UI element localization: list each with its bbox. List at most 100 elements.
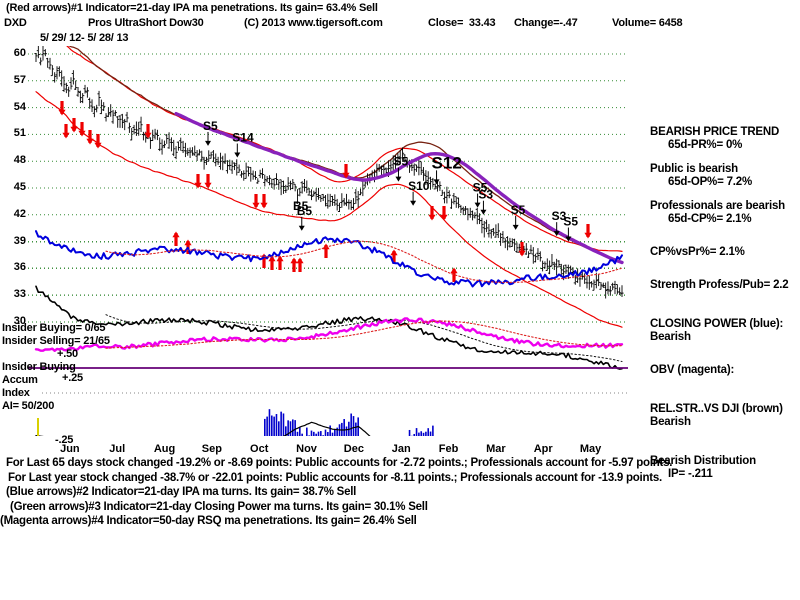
sell-arrow-head <box>584 232 592 239</box>
rel-strength-title: REL.STR..VS DJI (brown) <box>650 403 783 415</box>
signal-label-pointer-head <box>205 140 212 146</box>
month-label-jan: Jan <box>391 443 411 455</box>
signal-label: S12 <box>432 153 462 172</box>
purple-ma-group <box>174 111 624 265</box>
security-name: Pros UltraShort Dow30 <box>88 17 204 29</box>
brown-ma-group <box>68 46 623 263</box>
signal-label: S5 <box>473 181 488 195</box>
public-value: 65d-OP%= 7.2% <box>668 176 753 188</box>
accumulation-index-histogram <box>35 409 434 436</box>
month-label-jun: Jun <box>60 443 80 455</box>
signal-label: S5 <box>203 119 218 133</box>
distribution-value: IP= -.211 <box>668 468 713 480</box>
closing-power-line <box>35 230 623 288</box>
rel-strength-ma <box>105 314 623 362</box>
price-axis-tick: 57 <box>13 73 26 86</box>
buy-arrow-head <box>268 255 276 262</box>
footer-65day-summary: For Last 65 days stock changed -19.2% or… <box>6 457 673 469</box>
month-label-may: May <box>579 443 602 455</box>
signal-label: S5 <box>563 215 578 229</box>
obv-line <box>34 317 624 352</box>
month-label-aug: Aug <box>153 443 176 455</box>
analysis-panel: BEARISH PRICE TREND 65d-PR%= 0% Public i… <box>650 126 800 481</box>
signal-label-pointer-head <box>553 231 560 237</box>
copyright-notice: (C) 2013 www.tigersoft.com <box>244 17 383 29</box>
ai-value: AI= 50/200 <box>2 400 55 412</box>
sell-arrow-head <box>58 109 66 116</box>
insider-buying-count: Insider Buying= 0/65 <box>2 322 106 334</box>
insider-buying-label: Insider Buying <box>2 361 76 373</box>
buy-arrow-head <box>296 257 304 264</box>
closing-power-title: CLOSING POWER (blue): <box>650 318 784 330</box>
strength-profess-pub: Strength Profess/Pub= 2.2 <box>650 279 789 291</box>
signal-label-pointer-head <box>234 152 241 158</box>
gridlines-group <box>28 53 628 394</box>
sell-arrow-head <box>78 130 86 137</box>
signal-label-pointer-head <box>298 225 305 231</box>
footer-notes: For Last 65 days stock changed -19.2% or… <box>0 456 800 529</box>
price-axis-tick: 48 <box>13 154 26 167</box>
signal-label-pointer-head <box>565 236 572 242</box>
sell-arrow-head <box>62 132 70 139</box>
insider-selling-count: Insider Selling= 21/65 <box>2 335 110 347</box>
signal-label: S3 <box>478 188 493 202</box>
month-label-apr: Apr <box>533 443 553 455</box>
sell-arrow-head <box>252 202 260 209</box>
accum-label: Accum <box>2 374 38 386</box>
lower-band-line <box>35 91 623 328</box>
sell-arrow-head <box>86 138 94 145</box>
price-axis-tick: 33 <box>13 288 26 301</box>
sell-arrow-head <box>518 250 526 257</box>
price-axis-tick: 60 <box>13 47 26 59</box>
month-label-nov: Nov <box>296 443 317 455</box>
sell-arrow-head <box>428 214 436 221</box>
signal-label-pointer-head <box>474 202 481 208</box>
red-arrow-indicator-note: (Red arrows)#1 Indicator=21-day IPA ma p… <box>6 2 378 14</box>
signal-label: S10 <box>408 179 430 193</box>
rel-strength-line <box>35 285 623 370</box>
sell-arrow-head <box>342 172 350 179</box>
month-label-dec: Dec <box>343 443 364 455</box>
volume: Volume= 6458 <box>612 17 683 29</box>
footer-year-summary: For Last year stock changed -38.7% or -2… <box>8 471 662 484</box>
month-label-oct: Oct <box>250 443 269 455</box>
scale-plus-50: +.50 <box>57 348 78 360</box>
price-axis-tick: 30 <box>13 315 26 327</box>
price-axis-tick: 36 <box>13 261 26 274</box>
sell-arrow-head <box>204 182 212 189</box>
price-band-group <box>35 46 623 328</box>
month-axis: Jun Jul Aug Sep Oct Nov Dec Jan Feb Mar Apr May <box>28 443 636 459</box>
footer-blue-arrow-note: (Blue arrows)#2 Indicator=21-day IPA ma … <box>6 486 357 499</box>
purple-moving-average <box>174 111 624 265</box>
rel-strength-value: Bearish <box>650 416 691 428</box>
buy-arrow-head <box>276 255 284 262</box>
sell-arrow-head <box>70 126 78 133</box>
index-label: Index <box>2 387 30 399</box>
month-label-jul: Jul <box>109 443 126 455</box>
signal-label-pointer-head <box>410 200 417 206</box>
price-axis-tick: 51 <box>13 127 26 140</box>
obv-ma <box>105 320 623 349</box>
obv-group <box>34 317 624 352</box>
price-trend-title: BEARISH PRICE TREND <box>650 126 780 138</box>
scale-minus-25: -.25 <box>55 434 74 446</box>
price-axis-tick: 45 <box>13 181 26 193</box>
price-axis-tick: 39 <box>13 234 26 247</box>
signal-label-pointer-head <box>512 224 519 230</box>
date-range: 5/ 29/ 12- 5/ 28/ 13 <box>40 32 129 44</box>
brown-moving-average <box>68 46 623 263</box>
professionals-title: Professionals are bearish <box>650 200 785 212</box>
rel-strength-group <box>35 285 623 370</box>
month-label-mar: Mar <box>486 443 506 455</box>
footer-magenta-arrow-note: (Magenta arrows)#4 Indicator=50-day RSQ … <box>0 515 417 528</box>
price-axis-tick: 54 <box>13 100 26 113</box>
signal-label: S14 <box>232 131 254 145</box>
buy-arrow-head <box>184 239 192 246</box>
signal-label: B5 <box>297 204 313 218</box>
obv-title: OBV (magenta): <box>650 364 735 376</box>
buy-arrow-head <box>290 257 298 264</box>
month-label-sep: Sep <box>201 443 222 455</box>
price-change: Change=-.47 <box>514 17 578 29</box>
